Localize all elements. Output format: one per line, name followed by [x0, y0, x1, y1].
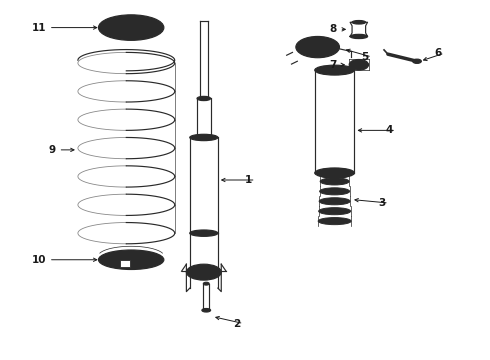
Ellipse shape — [203, 282, 209, 285]
Text: 9: 9 — [49, 145, 56, 155]
Ellipse shape — [296, 36, 340, 58]
Ellipse shape — [190, 230, 218, 237]
Ellipse shape — [318, 208, 351, 215]
Ellipse shape — [350, 34, 368, 39]
Ellipse shape — [318, 169, 351, 178]
Text: 7: 7 — [330, 60, 337, 70]
Text: 1: 1 — [245, 175, 252, 185]
Ellipse shape — [349, 59, 368, 70]
Text: 6: 6 — [434, 48, 441, 58]
Ellipse shape — [320, 178, 349, 185]
Text: 11: 11 — [32, 23, 47, 33]
Ellipse shape — [352, 21, 366, 24]
Ellipse shape — [197, 96, 211, 100]
Text: 10: 10 — [32, 255, 47, 265]
Ellipse shape — [315, 168, 354, 178]
Ellipse shape — [186, 264, 221, 280]
Ellipse shape — [202, 309, 211, 312]
Ellipse shape — [319, 198, 350, 205]
Text: 2: 2 — [233, 319, 240, 329]
Ellipse shape — [318, 217, 351, 225]
Ellipse shape — [413, 59, 421, 63]
Ellipse shape — [98, 15, 164, 40]
Ellipse shape — [197, 135, 211, 140]
Text: 5: 5 — [361, 52, 368, 62]
Ellipse shape — [305, 41, 330, 53]
Text: 8: 8 — [330, 24, 337, 34]
Ellipse shape — [190, 134, 218, 141]
Ellipse shape — [107, 18, 155, 37]
Ellipse shape — [98, 250, 164, 270]
Bar — [121, 260, 130, 267]
Ellipse shape — [315, 65, 354, 75]
Text: 3: 3 — [378, 198, 386, 208]
Ellipse shape — [109, 253, 153, 266]
Ellipse shape — [319, 188, 349, 195]
Ellipse shape — [117, 22, 146, 33]
Text: 4: 4 — [386, 125, 393, 135]
